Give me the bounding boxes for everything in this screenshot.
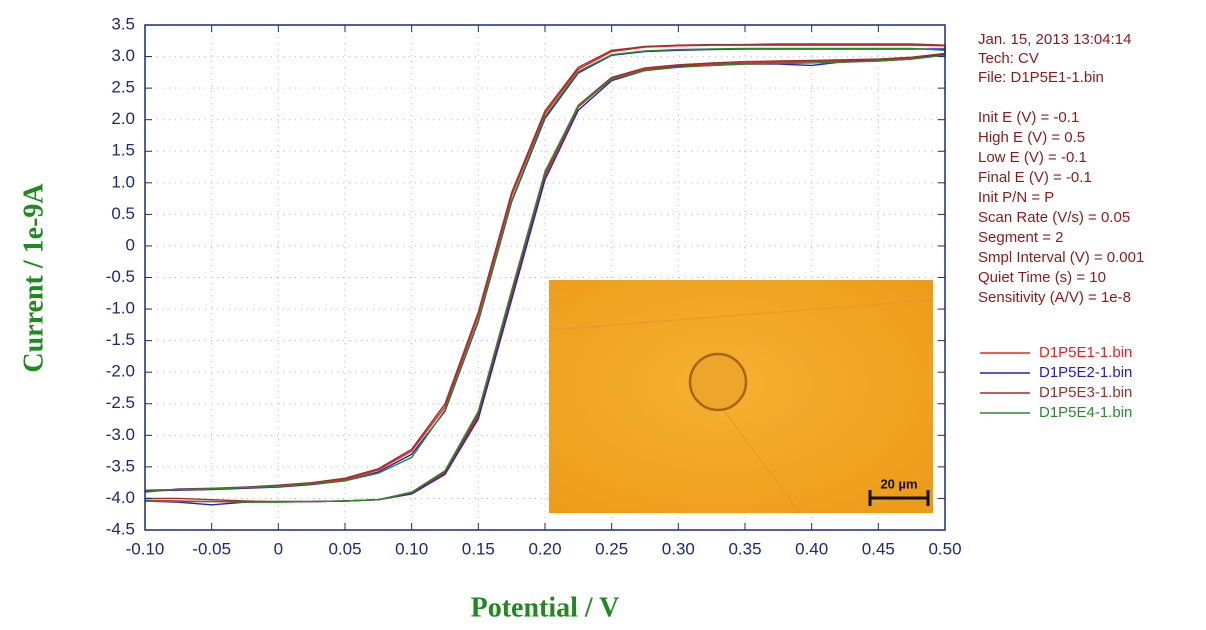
y-tick-label: -3.5 (106, 456, 135, 475)
x-tick-label: 0.30 (662, 539, 695, 558)
x-tick-label: 0.50 (928, 539, 961, 558)
y-tick-label: 2.5 (111, 78, 135, 97)
legend-label: D1P5E1-1.bin (1039, 344, 1132, 361)
info-text: Segment = 2 (978, 229, 1063, 246)
inset-feature (548, 299, 934, 331)
info-text: Scan Rate (V/s) = 0.05 (978, 209, 1130, 226)
info-text: Jan. 15, 2013 13:04:14 (978, 31, 1131, 48)
x-tick-label: 0.10 (395, 539, 428, 558)
info-text: Tech: CV (978, 50, 1039, 67)
y-tick-label: 2.0 (111, 109, 135, 128)
y-tick-label: -1.5 (106, 330, 135, 349)
info-text: Smpl Interval (V) = 0.001 (978, 249, 1144, 266)
info-text: Sensitivity (A/V) = 1e-8 (978, 289, 1131, 306)
inset-pore (688, 352, 748, 412)
info-text: High E (V) = 0.5 (978, 129, 1085, 146)
info-text: Quiet Time (s) = 10 (978, 269, 1106, 286)
y-tick-label: 1.5 (111, 141, 135, 160)
x-tick-label: 0.45 (862, 539, 895, 558)
x-axis-title: Potential / V (471, 592, 620, 623)
y-tick-label: 0 (126, 235, 135, 254)
legend-label: D1P5E4-1.bin (1039, 404, 1132, 421)
y-tick-label: -4.0 (106, 488, 135, 507)
legend-label: D1P5E3-1.bin (1039, 384, 1132, 401)
info-text: Final E (V) = -0.1 (978, 169, 1092, 186)
info-text: Low E (V) = -0.1 (978, 149, 1087, 166)
x-tick-label: 0.05 (328, 539, 361, 558)
x-tick-label: 0.40 (795, 539, 828, 558)
info-text: File: D1P5E1-1.bin (978, 69, 1104, 86)
x-tick-label: -0.05 (192, 539, 231, 558)
legend-label: D1P5E2-1.bin (1039, 364, 1132, 381)
y-tick-label: -2.0 (106, 362, 135, 381)
y-tick-label: -0.5 (106, 267, 135, 286)
x-tick-label: 0 (274, 539, 283, 558)
x-tick-label: -0.10 (126, 539, 165, 558)
y-tick-label: -3.0 (106, 425, 135, 444)
x-tick-label: 0.35 (728, 539, 761, 558)
y-tick-label: 0.5 (111, 204, 135, 223)
y-tick-label: 3.0 (111, 46, 135, 65)
info-text: Init E (V) = -0.1 (978, 109, 1079, 126)
y-tick-label: -4.5 (106, 519, 135, 538)
x-tick-label: 0.20 (528, 539, 561, 558)
y-axis-title: Current / 1e-9A (18, 183, 49, 373)
info-text: Init P/N = P (978, 189, 1054, 206)
x-tick-label: 0.15 (462, 539, 495, 558)
inset-image: 20 µm (548, 280, 934, 514)
y-tick-label: -2.5 (106, 393, 135, 412)
y-tick-label: 3.5 (111, 14, 135, 33)
inset-feature (719, 404, 801, 514)
y-tick-label: 1.0 (111, 172, 135, 191)
y-tick-label: -1.0 (106, 299, 135, 318)
x-tick-label: 0.25 (595, 539, 628, 558)
scale-label: 20 µm (880, 476, 917, 491)
